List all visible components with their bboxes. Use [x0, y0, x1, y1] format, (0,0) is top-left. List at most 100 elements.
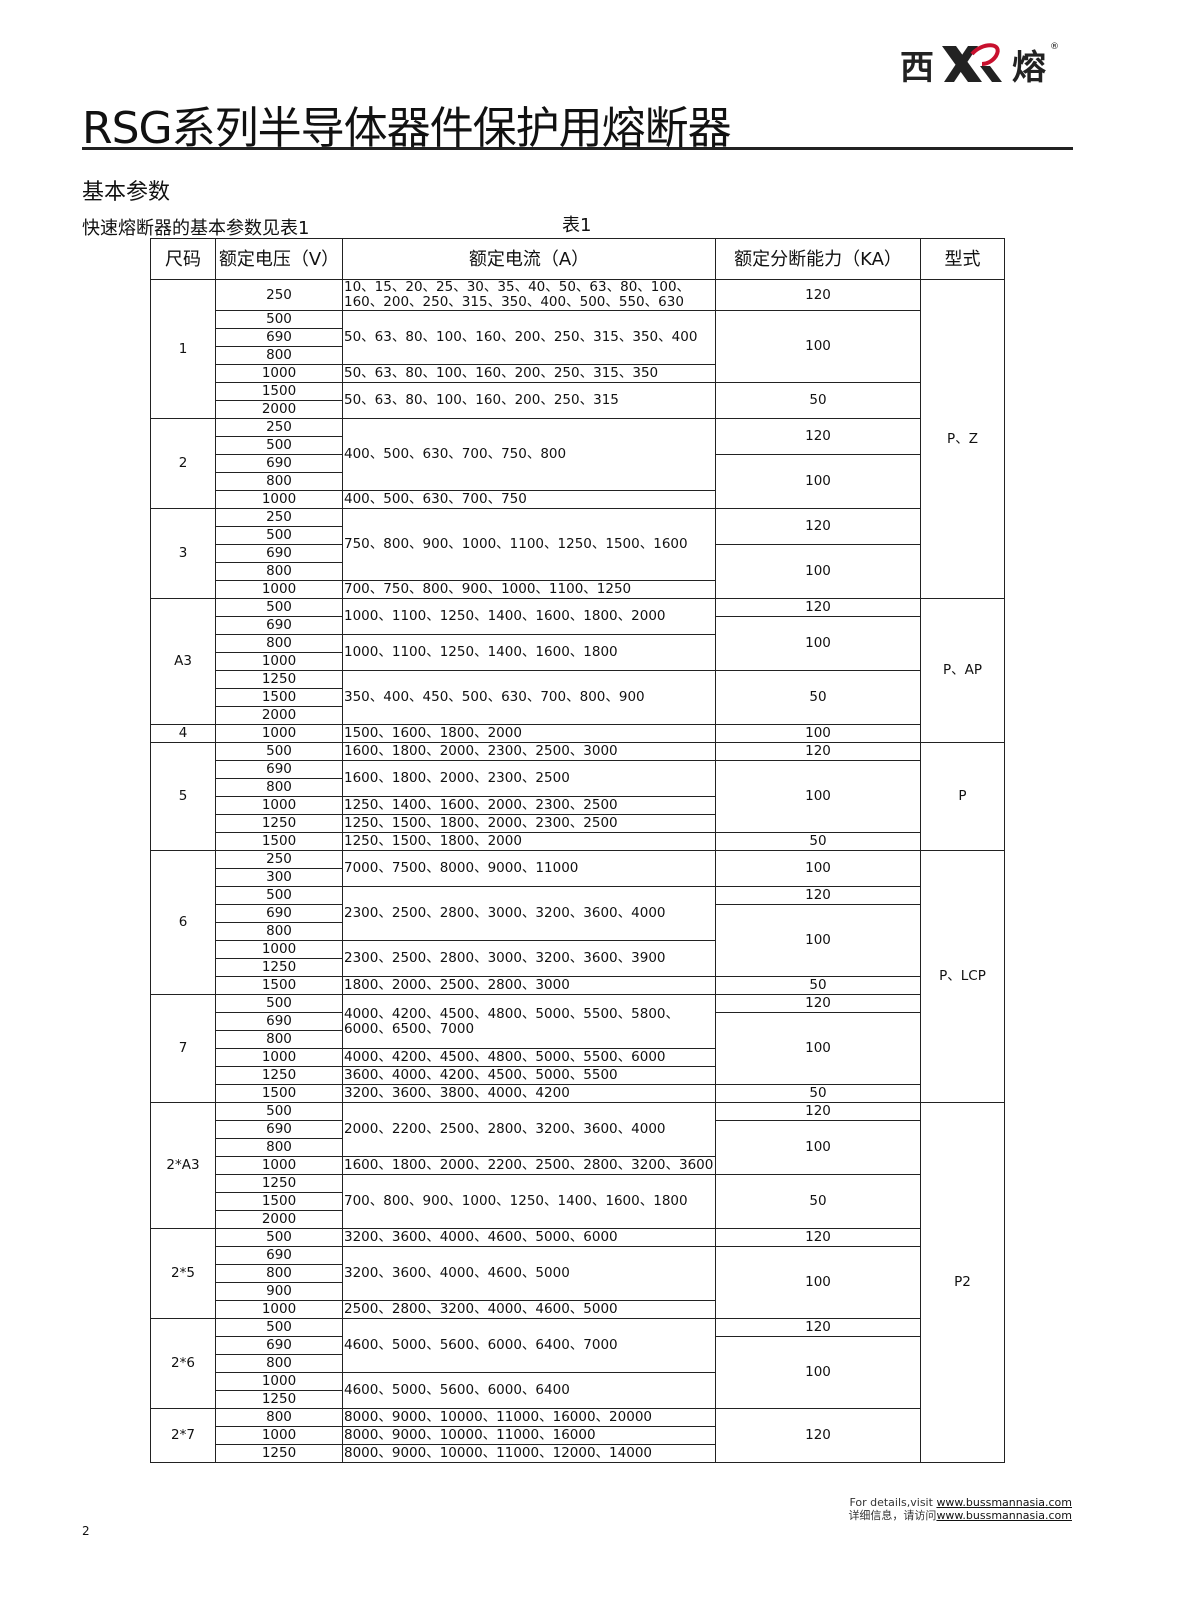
size-cell: 2*7	[150, 1408, 216, 1463]
table-row: 1500 50、63、80、100、160、200、250、315 50	[151, 382, 1005, 419]
size-cell: 5	[150, 742, 216, 851]
voltage-cell: 690	[215, 454, 343, 473]
table-row: 1000 1600、1800、2000、2200、2500、2800、3200、3…	[151, 1156, 1005, 1175]
voltage-cell: 1000	[215, 490, 343, 509]
table-row: 5 500 1600、1800、2000、2300、2500、3000 120 P	[150, 742, 1005, 851]
voltage-cell: 500	[215, 436, 343, 455]
type-cell: P、Z	[920, 279, 1005, 599]
page-title: RSG系列半导体器件保护用熔断器	[82, 103, 732, 154]
breaking-capacity-cell: 50	[715, 382, 921, 419]
voltage-cell: 690	[215, 904, 343, 923]
voltage-cell: 1000	[215, 1426, 343, 1445]
current-cell: 8000、9000、10000、11000、16000	[342, 1426, 716, 1445]
breaking-capacity-cell: 50	[715, 1084, 921, 1103]
table-row: 690 100	[151, 616, 1005, 671]
table-row: 1500 1250、1500、1800、2000 50	[151, 832, 1005, 851]
type-cell: P、LCP	[920, 850, 1005, 1103]
table-row: 1000 50、63、80、100、160、200、250、315、350	[151, 364, 1005, 383]
table-row: 500 2300、2500、2800、3000、3200、3600、4000 120	[151, 886, 1005, 941]
table-row: 2000	[151, 706, 1005, 725]
header-size: 尺码	[150, 238, 216, 280]
size-cell: 3	[150, 508, 216, 599]
table-row: 1000 400、500、630、700、750	[151, 490, 1005, 509]
voltage-cell: 1000	[215, 796, 343, 815]
current-cell: 4000、4200、4500、4800、5000、5500、6000	[342, 1048, 716, 1067]
current-cell: 2300、2500、2800、3000、3200、3600、4000	[342, 886, 716, 941]
current-cell: 50、63、80、100、160、200、250、315、350	[342, 364, 716, 383]
breaking-capacity-cell: 50	[715, 1174, 921, 1229]
table-row: 1250 3600、4000、4200、4500、5000、5500	[151, 1066, 1005, 1085]
voltage-cell: 500	[215, 1228, 343, 1247]
breaking-capacity-cell: 100	[715, 1012, 921, 1085]
voltage-cell: 1000	[215, 580, 343, 599]
current-cell: 2000、2200、2500、2800、3200、3600、4000	[342, 1102, 716, 1157]
current-cell: 750、800、900、1000、1100、1250、1500、1600	[342, 508, 716, 581]
voltage-cell: 2000	[215, 1210, 343, 1229]
current-cell: 4600、5000、5600、6000、6400	[342, 1372, 716, 1409]
logo-char-right: 熔	[1012, 47, 1046, 88]
table-row: 500 50、63、80、100、160、200、250、315、350、400 1…	[151, 310, 1005, 383]
current-cell: 4000、4200、4500、4800、5000、5500、5800、6000、…	[342, 994, 716, 1049]
header-voltage: 额定电压（V）	[215, 238, 343, 280]
voltage-cell: 1500	[215, 688, 343, 707]
table-row: 1000 700、750、800、900、1000、1100、1250	[151, 580, 1005, 599]
brand-logo: 西 熔 ®	[900, 42, 1059, 88]
table-row: 1250 700、800、900、1000、1250、1400、1600、1800…	[151, 1174, 1005, 1229]
footer-link-en[interactable]: www.bussmannasia.com	[936, 1496, 1072, 1509]
table-row: 1500	[151, 1192, 1005, 1211]
table-row: 1000 2500、2800、3200、4000、4600、5000	[151, 1300, 1005, 1319]
breaking-capacity-cell: 120	[715, 742, 921, 761]
table-row: 800	[151, 472, 1005, 491]
breaking-capacity-cell: 120	[715, 1102, 921, 1121]
voltage-cell: 250	[215, 850, 343, 869]
breaking-capacity-cell: 120	[715, 508, 921, 545]
current-cell: 8000、9000、10000、11000、16000、20000	[342, 1408, 716, 1427]
current-cell: 350、400、450、500、630、700、800、900	[342, 670, 716, 725]
current-cell: 2500、2800、3200、4000、4600、5000	[342, 1300, 716, 1319]
breaking-capacity-cell: 120	[715, 994, 921, 1013]
current-cell: 3200、3600、3800、4000、4200	[342, 1084, 716, 1103]
voltage-cell: 1000	[215, 1300, 343, 1319]
table-row: 1000 4000、4200、4500、4800、5000、5500、6000	[151, 1048, 1005, 1067]
breaking-capacity-cell: 120	[715, 1228, 921, 1247]
voltage-cell: 1000	[215, 724, 343, 743]
voltage-cell: 690	[215, 616, 343, 635]
current-cell: 2300、2500、2800、3000、3200、3600、3900	[342, 940, 716, 977]
voltage-cell: 800	[215, 922, 343, 941]
current-cell: 1500、1600、1800、2000	[342, 724, 716, 743]
current-cell: 1250、1500、1800、2000、2300、2500	[342, 814, 716, 833]
voltage-cell: 800	[215, 1354, 343, 1373]
table-row: 690 100	[151, 1336, 1005, 1409]
current-cell: 8000、9000、10000、11000、12000、14000	[342, 1444, 716, 1463]
current-cell: 700、750、800、900、1000、1100、1250	[342, 580, 716, 599]
current-cell: 1800、2000、2500、2800、3000	[342, 976, 716, 995]
current-cell: 50、63、80、100、160、200、250、315	[342, 382, 716, 419]
current-cell: 7000、7500、8000、9000、11000	[342, 850, 716, 887]
table-row: 1500 1800、2000、2500、2800、3000 50	[151, 976, 1005, 995]
breaking-capacity-cell: 100	[715, 544, 921, 599]
table-row: A3 500 1000、1100、1250、1400、1600、1800、2000 1…	[150, 598, 1005, 743]
current-cell: 50、63、80、100、160、200、250、315、350、400	[342, 310, 716, 365]
breaking-capacity-cell: 100	[715, 1120, 921, 1175]
table-caption: 表1	[562, 215, 592, 236]
table-row: 1000 8000、9000、10000、11000、16000	[151, 1426, 1005, 1445]
voltage-cell: 1000	[215, 1048, 343, 1067]
type-cell: P2	[920, 1102, 1005, 1463]
size-cell: 2*5	[150, 1228, 216, 1319]
voltage-cell: 500	[215, 994, 343, 1013]
breaking-capacity-cell: 120	[715, 418, 921, 455]
voltage-cell: 1500	[215, 976, 343, 995]
voltage-cell: 500	[215, 1318, 343, 1337]
header-breaking-capacity: 额定分断能力（KA）	[715, 238, 921, 280]
voltage-cell: 1250	[215, 1174, 343, 1193]
type-cell: P、AP	[920, 598, 1005, 743]
table-row: 1250 8000、9000、10000、11000、12000、14000	[151, 1444, 1005, 1463]
table-row: 2000	[151, 400, 1005, 419]
breaking-capacity-cell: 100	[715, 724, 921, 743]
voltage-cell: 800	[215, 562, 343, 581]
footer-link-cn[interactable]: www.bussmannasia.com	[936, 1509, 1072, 1522]
voltage-cell: 1250	[215, 958, 343, 977]
current-cell: 1000、1100、1250、1400、1600、1800、2000	[342, 598, 716, 635]
voltage-cell: 900	[215, 1282, 343, 1301]
